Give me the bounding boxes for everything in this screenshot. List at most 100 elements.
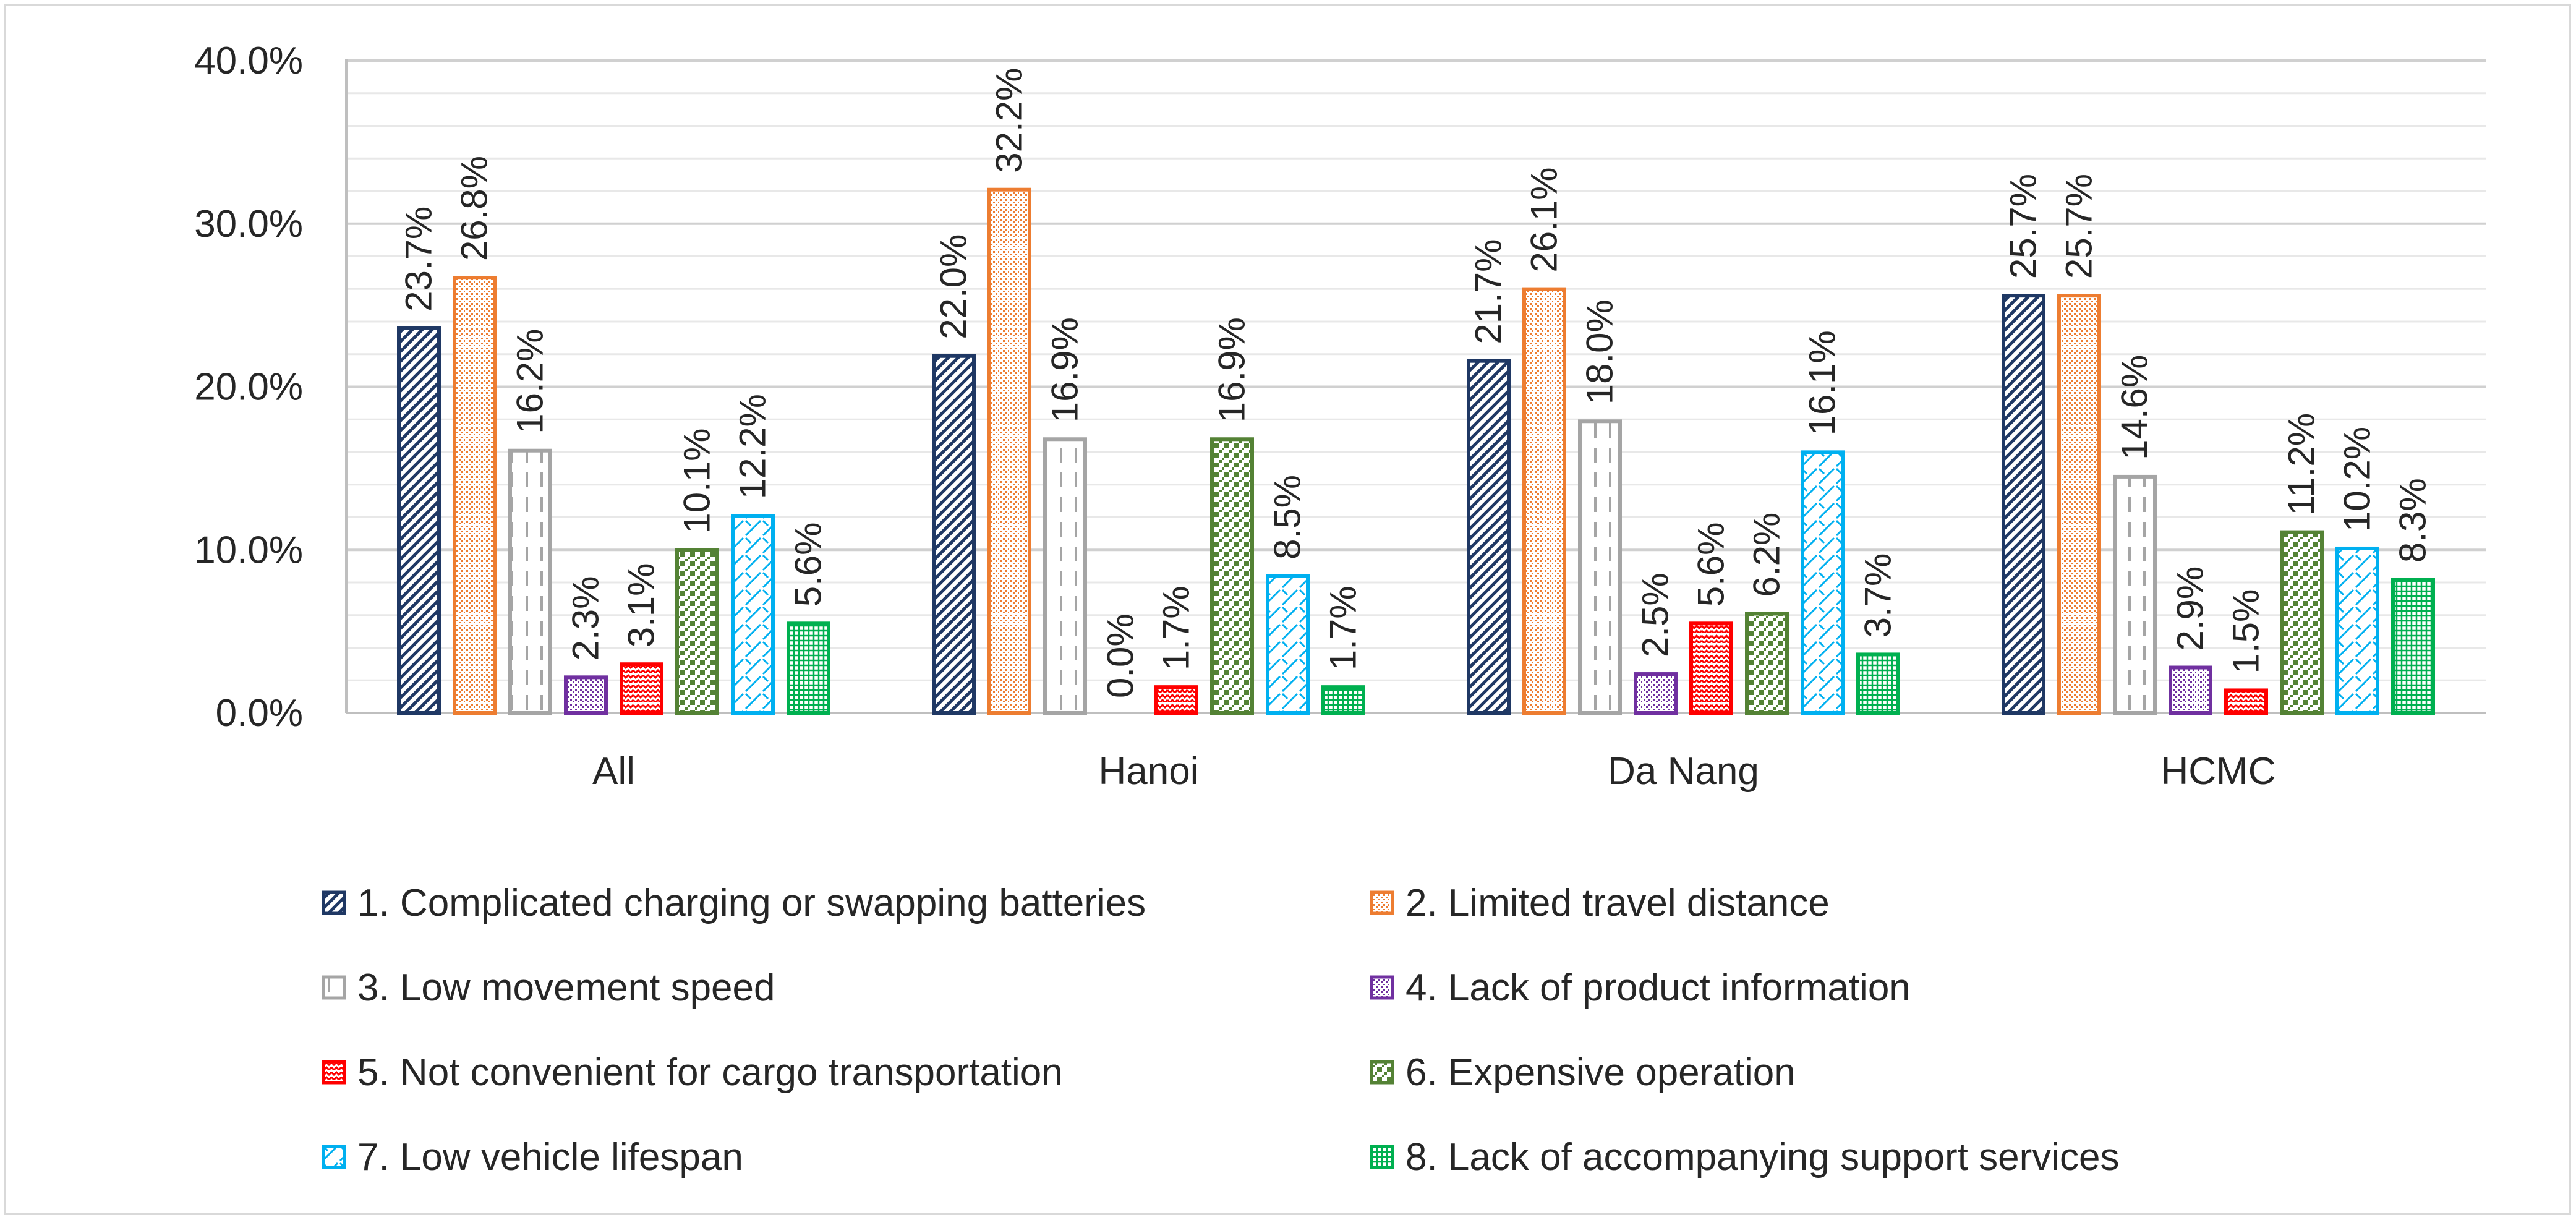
legend-label: 5. Not convenient for cargo transportati… <box>357 1051 1063 1094</box>
data-label: 12.2% <box>732 394 774 499</box>
x-category-label: Hanoi <box>1099 750 1199 793</box>
bar <box>1210 437 1254 715</box>
bar <box>2280 530 2324 715</box>
bar <box>1689 621 1733 715</box>
data-label: 22.0% <box>933 234 975 339</box>
data-label: 8.3% <box>2392 478 2434 563</box>
legend-label: 1. Complicated charging or swapping batt… <box>357 881 1146 924</box>
bar <box>2335 546 2379 715</box>
bar <box>2224 688 2268 715</box>
data-label: 2.3% <box>565 576 607 661</box>
data-label: 1.5% <box>2225 589 2267 674</box>
x-category-label: Da Nang <box>1608 750 1759 793</box>
bar <box>453 276 497 715</box>
y-tick-label: 40.0% <box>194 40 303 82</box>
y-tick-label: 20.0% <box>194 366 303 409</box>
bar <box>2002 294 2045 715</box>
legend-swatch <box>322 890 346 915</box>
data-label: 23.7% <box>398 207 440 312</box>
data-label: 1.7% <box>1323 586 1364 670</box>
bar <box>564 675 608 715</box>
data-label: 0.0% <box>1100 613 1141 698</box>
bar <box>508 448 552 715</box>
bar <box>987 187 1031 715</box>
data-label: 3.1% <box>621 563 662 647</box>
bar <box>1154 685 1198 715</box>
data-label: 16.2% <box>510 329 551 434</box>
data-label: 10.2% <box>2337 427 2378 532</box>
bar <box>675 548 719 715</box>
data-label: 10.1% <box>676 428 718 533</box>
legend-label: 6. Expensive operation <box>1405 1051 1796 1094</box>
data-label: 14.6% <box>2114 355 2156 460</box>
data-label: 16.1% <box>1802 330 1843 435</box>
data-label: 16.9% <box>1044 317 1086 422</box>
legend-swatch <box>322 975 346 1000</box>
data-label: 5.6% <box>788 523 829 607</box>
legend-swatch <box>322 1060 346 1085</box>
legend-swatch <box>1370 890 1394 915</box>
bar <box>2113 474 2157 715</box>
legend-swatch <box>1370 975 1394 1000</box>
data-label: 5.6% <box>1691 523 1732 607</box>
x-category-label: HCMC <box>2161 750 2276 793</box>
data-label: 26.8% <box>454 156 495 261</box>
legend-item: 3. Low movement speed <box>322 960 775 1015</box>
data-labels: 23.7% 26.8% 16.2% 2.3% 3.1% 10.1% 12.2% 5.6% 22.… <box>398 68 2434 698</box>
y-tick-label: 30.0% <box>194 203 303 245</box>
legend-item: 5. Not convenient for cargo transportati… <box>322 1044 1063 1100</box>
legend-item: 1. Complicated charging or swapping batt… <box>322 875 1146 931</box>
legend-label: 2. Limited travel distance <box>1405 881 1830 924</box>
x-category-label: All <box>592 750 635 793</box>
axes: 0.0% 10.0% 20.0% 30.0% 40.0% All Hanoi Da Nang H… <box>194 40 2486 793</box>
data-label: 21.7% <box>1468 239 1509 344</box>
data-label: 1.7% <box>1156 586 1197 670</box>
legend: 1. Complicated charging or swapping batt… <box>322 875 2300 1197</box>
bar <box>1634 672 1678 715</box>
bar <box>1266 574 1310 715</box>
data-label: 3.7% <box>1857 553 1899 638</box>
legend-item: 7. Low vehicle lifespan <box>322 1129 743 1185</box>
legend-swatch <box>1370 1145 1394 1169</box>
legend-item: 2. Limited travel distance <box>1370 875 1830 931</box>
legend-label: 7. Low vehicle lifespan <box>357 1135 743 1179</box>
bar <box>1801 450 1845 715</box>
data-label: 32.2% <box>989 68 1030 173</box>
bar <box>932 354 976 715</box>
legend-item: 6. Expensive operation <box>1370 1044 1796 1100</box>
data-label: 2.5% <box>1635 573 1676 657</box>
bar <box>620 662 663 715</box>
bar <box>1745 612 1789 715</box>
legend-item: 4. Lack of product information <box>1370 960 1911 1015</box>
data-label: 18.0% <box>1579 299 1621 404</box>
bar <box>1043 437 1087 715</box>
bar <box>1522 287 1566 715</box>
bar <box>2057 294 2101 715</box>
bar <box>2391 578 2435 715</box>
legend-label: 8. Lack of accompanying support services <box>1405 1135 2120 1179</box>
data-label: 8.5% <box>1267 475 1308 560</box>
legend-label: 4. Lack of product information <box>1405 966 1911 1009</box>
legend-swatch <box>1370 1060 1394 1085</box>
bar <box>1321 685 1365 715</box>
bar <box>787 621 830 715</box>
y-tick-label: 0.0% <box>216 692 303 735</box>
bar <box>2169 665 2212 715</box>
data-label: 25.7% <box>2058 174 2100 279</box>
bar <box>1578 419 1622 715</box>
data-label: 16.9% <box>1211 317 1253 422</box>
data-label: 26.1% <box>1524 167 1565 272</box>
legend-swatch <box>322 1145 346 1169</box>
bar <box>731 514 775 715</box>
legend-label: 3. Low movement speed <box>357 966 775 1009</box>
bars <box>397 187 2435 715</box>
data-label: 11.2% <box>2281 413 2322 516</box>
data-label: 2.9% <box>2170 566 2211 651</box>
data-label: 25.7% <box>2003 174 2044 279</box>
data-label: 6.2% <box>1746 513 1788 597</box>
bar <box>397 326 441 715</box>
y-tick-label: 10.0% <box>194 529 303 571</box>
bar <box>1467 359 1511 715</box>
legend-item: 8. Lack of accompanying support services <box>1370 1129 2119 1185</box>
